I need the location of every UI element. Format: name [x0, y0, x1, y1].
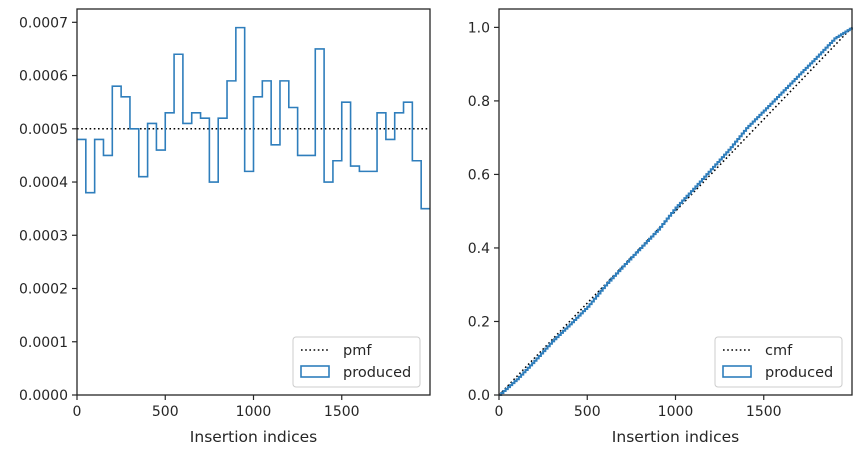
produced-histogram-step [77, 26, 430, 210]
left-legend-produced-swatch [300, 365, 330, 378]
right-y-tick-label: 0.8 [468, 94, 490, 110]
left-y-tick-label: 0.0002 [19, 282, 68, 298]
right-y-ticks: 0.0 0.2 0.4 0.6 0.8 1.0 [468, 20, 499, 404]
left-chart-panel: 0 500 1000 1500 0.00000.00010.00020.00030.0… [19, 8, 431, 446]
left-y-ticks: 0.0000 0.0001 0.0002 0.0003 0.0004 0.0005 0.00… [19, 15, 77, 404]
left-y-tick-label: 0.0000 [19, 388, 68, 404]
left-y-tick-label: 0.0005 [19, 122, 68, 138]
right-y-tick-label: 0.4 [468, 241, 490, 257]
left-x-axis-label: Insertion indices [190, 428, 317, 446]
left-legend: pmf produced [292, 336, 421, 388]
produced-cumulative-step [499, 27, 853, 396]
right-y-tick-label: 0.0 [468, 388, 490, 404]
right-x-ticks: 0 500 1000 1500 [495, 395, 782, 420]
left-legend-produced-label: produced [343, 365, 411, 381]
left-y-tick-label: 0.0004 [19, 175, 68, 191]
right-x-tick-label: 1500 [746, 404, 782, 420]
right-legend-produced-label: produced [765, 365, 833, 381]
left-y-tick-label: 0.0007 [19, 15, 68, 31]
right-legend: cmf produced [714, 336, 843, 388]
left-y-tick-label: 0.0003 [19, 228, 68, 244]
right-chart-panel: 0 500 1000 1500 0.0 0.2 0.4 0.6 0.8 1.0 Insertio… [468, 8, 853, 446]
right-y-tick-label: 0.6 [468, 167, 490, 183]
right-y-tick-label: 0.2 [468, 314, 490, 330]
left-legend-box [292, 336, 421, 388]
right-x-tick-label: 1000 [658, 404, 694, 420]
left-x-tick-label: 1000 [236, 404, 272, 420]
left-x-ticks: 0 500 1000 1500 [73, 395, 360, 420]
right-x-axis-label: Insertion indices [612, 428, 739, 446]
left-x-tick-label: 1500 [324, 404, 360, 420]
right-legend-box [714, 336, 843, 388]
left-x-tick-label: 500 [152, 404, 179, 420]
right-x-tick-label: 500 [574, 404, 601, 420]
right-x-tick-label: 0 [495, 404, 504, 420]
cmf-reference-line [498, 26, 853, 396]
left-y-tick-label: 0.0006 [19, 69, 68, 85]
left-x-tick-label: 0 [73, 404, 82, 420]
right-y-tick-label: 1.0 [468, 20, 490, 36]
left-y-tick-label: 0.0001 [19, 335, 68, 351]
right-legend-produced-swatch [722, 365, 752, 378]
right-legend-cmf-label: cmf [765, 343, 793, 359]
left-legend-pmf-label: pmf [343, 343, 372, 359]
